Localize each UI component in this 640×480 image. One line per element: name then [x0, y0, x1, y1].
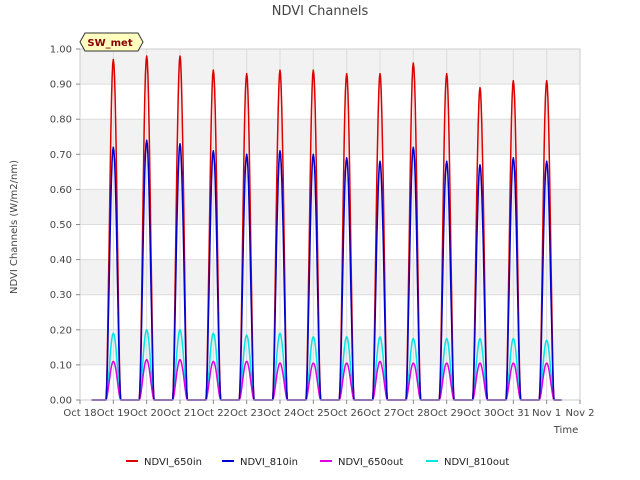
- y-tick-label: 0.70: [50, 150, 72, 161]
- y-tick-label: 1.00: [50, 45, 72, 56]
- x-tick-label: Oct 31: [497, 408, 530, 419]
- x-tick-label: Oct 20: [130, 408, 163, 419]
- grid-band: [80, 189, 580, 225]
- x-tick-label: Oct 29: [430, 408, 463, 419]
- x-tick-label: Oct 30: [463, 408, 496, 419]
- grid-band: [80, 329, 580, 365]
- grid-band: [80, 49, 580, 85]
- y-axis-ticks: 0.00 0.10 0.20 0.30 0.40 0.50 0.60 0.70 0.80 0.90…: [50, 45, 80, 407]
- y-tick-label: 0.00: [50, 396, 72, 407]
- x-tick-label: Oct 19: [97, 408, 130, 419]
- chart-title: NDVI Channels: [272, 4, 369, 19]
- x-axis-label: Time: [553, 425, 578, 436]
- legend-label: NDVI_650in: [144, 457, 202, 468]
- y-tick-label: 0.90: [50, 80, 72, 91]
- y-tick-label: 0.10: [50, 360, 72, 371]
- legend-label: NDVI_810out: [444, 457, 509, 468]
- x-tick-label: Nov 1: [532, 408, 561, 419]
- legend-label: NDVI_810in: [240, 457, 298, 468]
- grid-band: [80, 259, 580, 295]
- x-tick-label: Oct 23: [230, 408, 263, 419]
- x-tick-label: Oct 21: [163, 408, 196, 419]
- y-tick-label: 0.30: [50, 290, 72, 301]
- y-tick-label: 0.60: [50, 185, 72, 196]
- legend-item: NDVI_810out: [426, 457, 509, 468]
- y-tick-label: 0.40: [50, 255, 72, 266]
- x-tick-label: Oct 22: [197, 408, 230, 419]
- x-tick-label: Oct 24: [263, 408, 296, 419]
- x-tick-label: Oct 25: [297, 408, 330, 419]
- y-axis-label: NDVI Channels (W/m2/nm): [9, 160, 20, 294]
- x-tick-label: Oct 27: [363, 408, 396, 419]
- y-tick-label: 0.50: [50, 220, 72, 231]
- x-tick-label: Nov 2: [565, 408, 594, 419]
- x-tick-label: Oct 26: [330, 408, 363, 419]
- grid-bands: [80, 49, 580, 365]
- y-tick-label: 0.80: [50, 115, 72, 126]
- sw-met-badge: SW_met: [79, 32, 144, 52]
- x-axis-ticks: Oct 18 Oct 19 Oct 20 Oct 21 Oct 22 Oct 23 Oct …: [63, 400, 595, 419]
- legend-item: NDVI_650out: [320, 457, 403, 468]
- legend-label: NDVI_650out: [338, 457, 403, 468]
- x-tick-label: Oct 18: [63, 408, 96, 419]
- legend: NDVI_650in NDVI_810in NDVI_650out NDVI_810o…: [126, 457, 509, 468]
- legend-item: NDVI_650in: [126, 457, 202, 468]
- x-tick-label: Oct 28: [397, 408, 430, 419]
- legend-item: NDVI_810in: [222, 457, 298, 468]
- badge-label: SW_met: [87, 38, 132, 49]
- grid-band: [80, 119, 580, 155]
- y-tick-label: 0.20: [50, 325, 72, 336]
